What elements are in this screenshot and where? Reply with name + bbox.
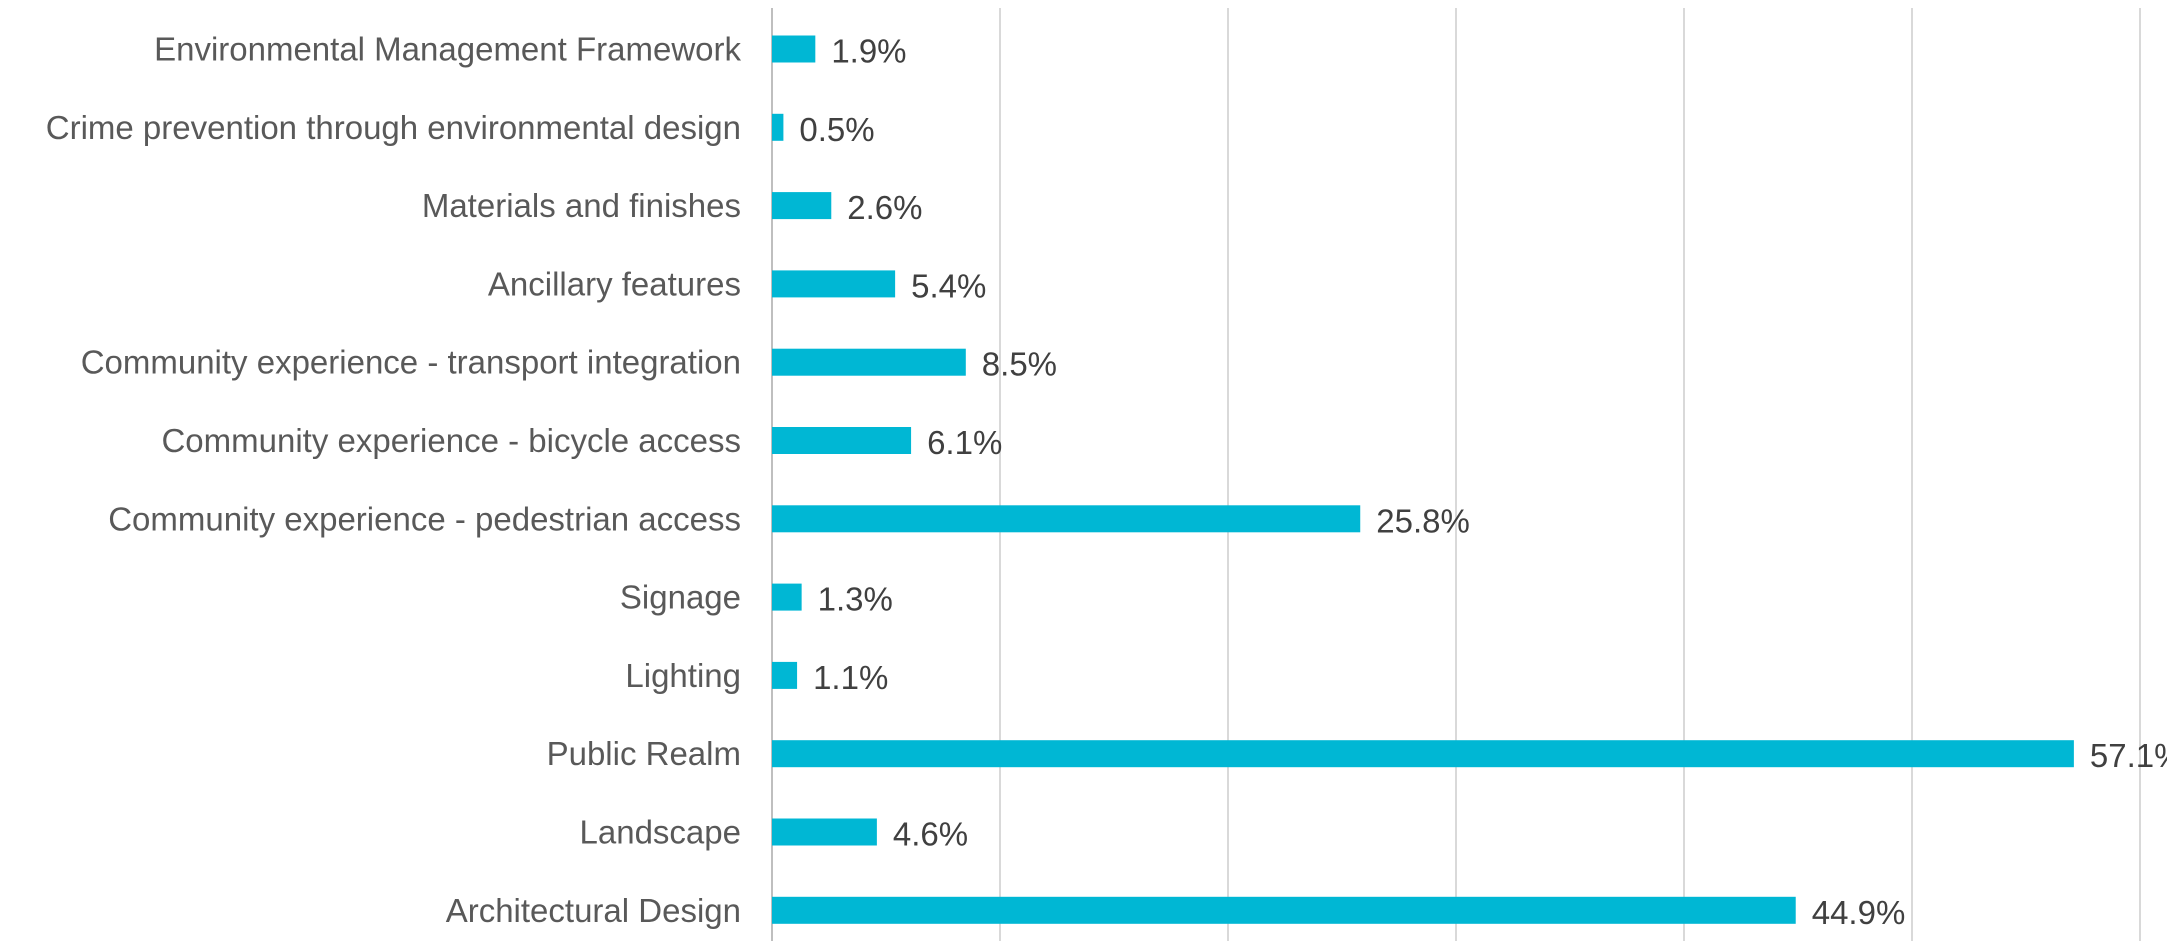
category-label: Community experience - transport integra…: [81, 344, 741, 381]
category-label: Community experience - bicycle access: [161, 422, 741, 459]
category-label: Community experience - pedestrian access: [108, 500, 741, 537]
data-label: 44.9%: [1812, 894, 1906, 931]
bar: [772, 818, 877, 846]
category-label: Public Realm: [547, 735, 741, 772]
data-label: 2.6%: [847, 189, 922, 226]
bar: [772, 661, 798, 689]
bar: [772, 35, 816, 63]
category-label: Environmental Management Framework: [154, 31, 741, 68]
bar: [772, 192, 832, 220]
category-label: Lighting: [625, 657, 741, 694]
bar: [772, 583, 802, 611]
bar: [772, 113, 784, 141]
data-label: 57.1%: [2090, 737, 2167, 774]
grid-lines: [771, 8, 2141, 941]
data-label: 25.8%: [1376, 502, 1470, 539]
category-label: Ancillary features: [488, 265, 741, 302]
category-label: Materials and finishes: [422, 187, 741, 224]
data-label: 4.6%: [893, 816, 968, 853]
data-label: 1.9%: [831, 33, 906, 70]
data-label: 8.5%: [982, 346, 1057, 383]
data-labels: 1.9% 0.5% 2.6% 5.4% 8.5% 6.1% 25.8% 1.3% 1.1% 57.…: [799, 33, 2167, 931]
bar: [772, 270, 896, 298]
category-label: Landscape: [580, 814, 741, 851]
bar: [772, 505, 1361, 533]
bar: [772, 427, 912, 454]
bars: [772, 35, 2074, 924]
category-label: Signage: [620, 579, 741, 616]
data-label: 5.4%: [911, 267, 986, 304]
data-label: 1.1%: [813, 659, 888, 696]
bar: [772, 896, 1796, 924]
data-label: 1.3%: [818, 581, 893, 618]
data-label: 6.1%: [927, 424, 1002, 461]
data-label: 0.5%: [799, 111, 874, 148]
bar: [772, 348, 966, 376]
bar: [772, 740, 2074, 768]
category-label: Architectural Design: [446, 892, 741, 929]
category-label: Crime prevention through environmental d…: [46, 109, 741, 146]
category-labels: Environmental Management Framework Crime …: [46, 31, 742, 929]
